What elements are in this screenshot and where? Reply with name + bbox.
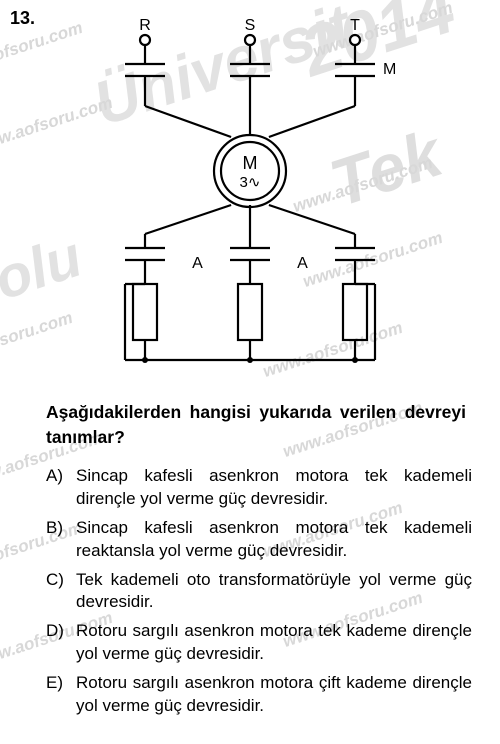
option-e: E)Rotoru sargılı asenkron motora çift ka…: [46, 672, 472, 718]
option-a: A)Sincap kafesli asenkron motora tek kad…: [46, 465, 472, 511]
svg-text:A: A: [192, 255, 203, 272]
option-text: Rotoru sargılı asenkron motora çift kade…: [76, 672, 472, 718]
option-c: C)Tek kademeli oto transformatörüyle yol…: [46, 569, 472, 615]
svg-text:M: M: [383, 61, 396, 78]
options-list: A)Sincap kafesli asenkron motora tek kad…: [46, 465, 472, 718]
svg-text:S: S: [245, 17, 256, 34]
svg-text:T: T: [350, 17, 360, 34]
option-text: Sincap kafesli asenkron motora tek kadem…: [76, 465, 472, 511]
option-label: E): [46, 672, 76, 718]
option-b: B)Sincap kafesli asenkron motora tek kad…: [46, 517, 472, 563]
question-number: 13.: [10, 8, 35, 29]
option-text: Sincap kafesli asenkron motora tek kadem…: [76, 517, 472, 563]
option-label: D): [46, 620, 76, 666]
question-text: Aşağıdakilerden hangisi yukarıda verilen…: [46, 400, 466, 451]
svg-text:M: M: [243, 153, 258, 173]
circuit-diagram: RSTMM3∿AA: [28, 16, 472, 376]
option-text: Tek kademeli oto transformatörüyle yol v…: [76, 569, 472, 615]
option-label: A): [46, 465, 76, 511]
option-label: B): [46, 517, 76, 563]
option-d: D)Rotoru sargılı asenkron motora tek kad…: [46, 620, 472, 666]
svg-text:3∿: 3∿: [240, 174, 261, 191]
svg-text:R: R: [139, 17, 151, 34]
option-label: C): [46, 569, 76, 615]
question-block: 13. RSTMM3∿AA Aşağıdakilerden hangisi yu…: [0, 0, 500, 744]
svg-text:A: A: [297, 255, 308, 272]
option-text: Rotoru sargılı asenkron motora tek kadem…: [76, 620, 472, 666]
